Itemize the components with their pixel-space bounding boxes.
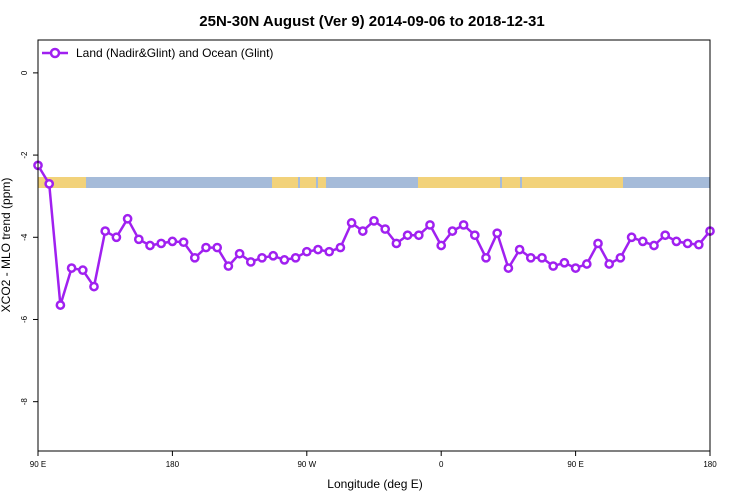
x-tick-label: 90 W <box>297 460 316 469</box>
data-point <box>257 252 267 263</box>
data-point <box>335 242 346 253</box>
data-point <box>324 246 335 257</box>
data-point <box>559 257 570 268</box>
data-point <box>369 215 379 226</box>
data-point <box>290 252 301 263</box>
legend: Land (Nadir&Glint) and Ocean (Glint) <box>42 46 273 60</box>
plot-frame <box>37 39 711 452</box>
x-tick-label: 90 E <box>567 460 583 469</box>
data-point <box>570 263 581 273</box>
legend-swatch-marker <box>49 47 61 59</box>
data-point <box>268 250 279 261</box>
y-axis-label: XCO2 - MLO trend (ppm) <box>0 178 13 313</box>
data-point <box>425 220 435 230</box>
data-point <box>133 234 144 245</box>
series-layer <box>33 160 715 310</box>
x-tick-label: 180 <box>166 460 180 469</box>
data-point <box>514 244 525 255</box>
data-point <box>492 228 503 239</box>
data-point <box>402 230 413 241</box>
land-band <box>318 177 326 188</box>
data-point <box>593 238 603 249</box>
x-tick-label: 0 <box>439 460 444 469</box>
legend-label: Land (Nadir&Glint) and Ocean (Glint) <box>76 46 273 60</box>
data-point <box>77 265 88 276</box>
data-point <box>469 230 480 241</box>
data-point <box>447 226 458 236</box>
y-tick-label: 0 <box>20 70 29 75</box>
x-axis-label: Longitude (deg E) <box>327 477 422 491</box>
data-point <box>660 230 671 241</box>
data-point <box>503 263 514 273</box>
data-point <box>391 238 402 249</box>
data-point <box>201 242 211 253</box>
land-band <box>502 177 520 188</box>
y-tick-label: -2 <box>20 151 29 159</box>
data-point <box>178 237 189 248</box>
data-point <box>413 230 424 241</box>
data-point <box>223 261 234 271</box>
data-point <box>279 255 290 265</box>
data-point <box>66 263 77 273</box>
x-axis-ticks: 90 E 180 90 W 0 90 E 180 <box>30 451 717 469</box>
data-point <box>682 238 693 249</box>
ocean-band <box>38 177 710 188</box>
data-point <box>548 261 559 271</box>
data-point <box>481 252 491 263</box>
data-point <box>604 259 615 269</box>
data-point <box>346 218 357 228</box>
land-ocean-map-strip <box>38 177 710 188</box>
data-point <box>122 213 133 224</box>
data-point <box>671 236 682 247</box>
y-tick-label: -4 <box>20 233 29 241</box>
data-point <box>301 246 312 257</box>
data-point <box>145 240 155 251</box>
y-axis-ticks: 0 -2 -4 -6 -8 <box>20 70 38 405</box>
data-point <box>189 252 200 263</box>
data-point <box>245 257 256 267</box>
land-band <box>272 177 298 188</box>
data-point <box>89 281 99 292</box>
data-point <box>525 252 536 263</box>
data-point <box>626 232 637 243</box>
y-tick-label: -8 <box>20 398 29 406</box>
data-point <box>436 240 447 251</box>
land-band <box>38 177 86 188</box>
data-point <box>380 224 391 234</box>
data-point <box>234 248 245 259</box>
land-band <box>418 177 500 188</box>
data-point <box>357 226 368 236</box>
data-point <box>615 252 626 263</box>
data-point <box>537 252 547 263</box>
data-point <box>167 236 178 247</box>
data-point <box>458 220 469 230</box>
data-point <box>55 300 66 310</box>
y-tick-label: -6 <box>20 315 29 323</box>
data-point <box>313 244 323 255</box>
data-point <box>156 238 167 249</box>
land-band <box>522 177 623 188</box>
data-point <box>581 259 592 269</box>
x-tick-label: 90 E <box>30 460 46 469</box>
chart-title: 25N-30N August (Ver 9) 2014-09-06 to 201… <box>199 13 544 30</box>
land-band <box>300 177 316 188</box>
x-tick-label: 180 <box>703 460 717 469</box>
data-point <box>637 236 648 247</box>
data-point <box>44 179 55 189</box>
data-point <box>111 232 122 243</box>
data-point <box>649 240 659 251</box>
data-point <box>100 226 111 236</box>
data-point <box>212 242 223 253</box>
data-point <box>693 239 704 250</box>
